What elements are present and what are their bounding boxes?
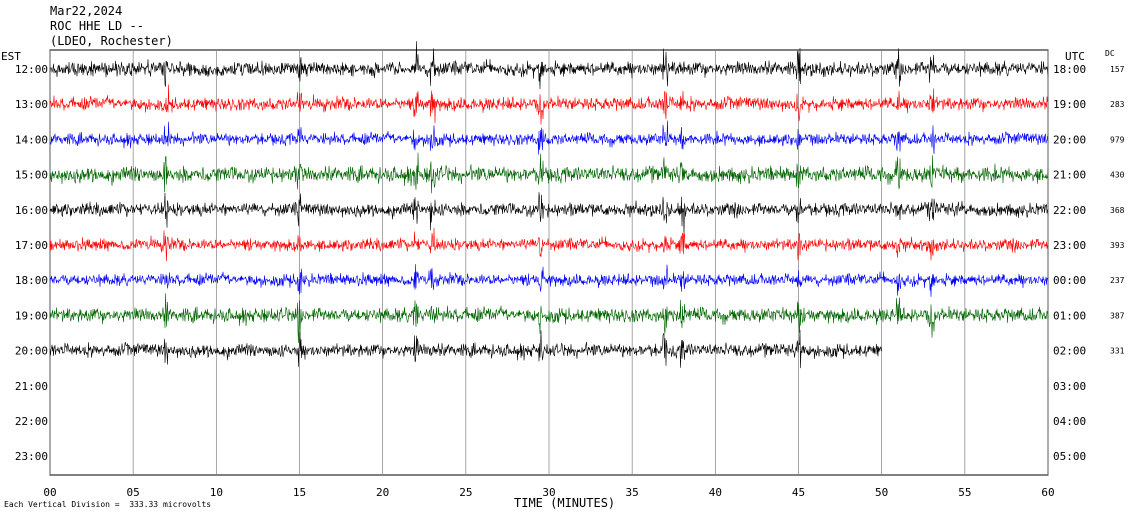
trace-1600: [49, 192, 1049, 238]
left-hour-1700: 17:00: [15, 239, 48, 252]
x-tick-60: 60: [1041, 486, 1054, 499]
right-hour-0000: 00:00: [1053, 274, 1086, 287]
x-tick-45: 45: [792, 486, 805, 499]
dc-value-0: 157: [1110, 65, 1125, 74]
right-hour-2000: 20:00: [1053, 133, 1086, 146]
x-tick-25: 25: [459, 486, 472, 499]
left-hour-1600: 16:00: [15, 204, 48, 217]
x-axis-label: TIME (MINUTES): [514, 496, 616, 510]
x-tick-50: 50: [875, 486, 888, 499]
left-hour-2300: 23:00: [15, 450, 48, 463]
dc-value-1: 283: [1110, 100, 1125, 109]
left-hour-1500: 15:00: [15, 169, 48, 182]
x-tick-40: 40: [709, 486, 722, 499]
left-hour-1900: 19:00: [15, 309, 48, 322]
right-timezone-label: UTC: [1065, 50, 1085, 63]
vertical-division-note: Each Vertical Division = 333.33 microvol…: [4, 500, 212, 509]
right-hour-2100: 21:00: [1053, 169, 1086, 182]
right-hour-0300: 03:00: [1053, 380, 1086, 393]
left-hour-1300: 13:00: [15, 98, 48, 111]
x-tick-20: 20: [376, 486, 389, 499]
header-network: (LDEO, Rochester): [50, 34, 173, 48]
right-hour-1800: 18:00: [1053, 63, 1086, 76]
left-hour-1800: 18:00: [15, 274, 48, 287]
dc-value-7: 387: [1110, 311, 1125, 320]
dc-value-4: 368: [1110, 206, 1125, 215]
trace-1300: [49, 84, 1049, 125]
header-date: Mar22,2024: [50, 4, 123, 18]
vertical-gridlines: [49, 50, 1049, 475]
trace-1400: [49, 120, 1049, 155]
dc-label: DC: [1105, 49, 1115, 58]
seismic-traces: [49, 41, 1049, 369]
right-hour-0100: 01:00: [1053, 309, 1086, 322]
right-hour-0500: 05:00: [1053, 450, 1086, 463]
left-hour-labels: 12:00 13:00 14:00 15:00 16:00 17:00 18:00 19:00…: [15, 63, 48, 463]
x-tick-55: 55: [958, 486, 971, 499]
trace-1500: [49, 152, 1049, 194]
x-tick-35: 35: [626, 486, 639, 499]
left-timezone-label: EST: [1, 50, 21, 63]
x-tick-05: 05: [127, 486, 140, 499]
left-hour-1200: 12:00: [15, 63, 48, 76]
dc-value-6: 237: [1110, 276, 1125, 285]
trace-1700: [49, 227, 1049, 262]
trace-1800: [49, 264, 1049, 297]
dc-value-2: 979: [1110, 135, 1125, 144]
left-hour-2000: 20:00: [15, 345, 48, 358]
x-tick-30: 30: [542, 486, 555, 499]
x-tick-10: 10: [210, 486, 223, 499]
trace-2000: [49, 329, 882, 369]
right-hour-0200: 02:00: [1053, 345, 1086, 358]
trace-1900: [49, 293, 1049, 344]
right-hour-1900: 19:00: [1053, 98, 1086, 111]
left-hour-2200: 22:00: [15, 415, 48, 428]
right-hour-2200: 22:00: [1053, 204, 1086, 217]
right-hour-labels: 18:00 19:00 20:00 21:00 22:00 23:00 00:00 01:00…: [1053, 63, 1086, 463]
x-tick-labels: 00 05 10 15 20 25 30 35 40 45 50 55 60: [43, 486, 1054, 499]
x-tick-15: 15: [293, 486, 306, 499]
right-hour-0400: 04:00: [1053, 415, 1086, 428]
dc-value-3: 430: [1110, 171, 1125, 180]
dc-values: 157 283 979 430 368 393 237 387 331: [1110, 65, 1125, 356]
trace-1200: [49, 41, 1049, 90]
left-hour-1400: 14:00: [15, 133, 48, 146]
dc-value-5: 393: [1110, 241, 1125, 250]
header-station: ROC HHE LD --: [50, 19, 144, 33]
dc-value-8: 331: [1110, 347, 1125, 356]
right-hour-2300: 23:00: [1053, 239, 1086, 252]
left-hour-2100: 21:00: [15, 380, 48, 393]
x-tick-00: 00: [43, 486, 56, 499]
